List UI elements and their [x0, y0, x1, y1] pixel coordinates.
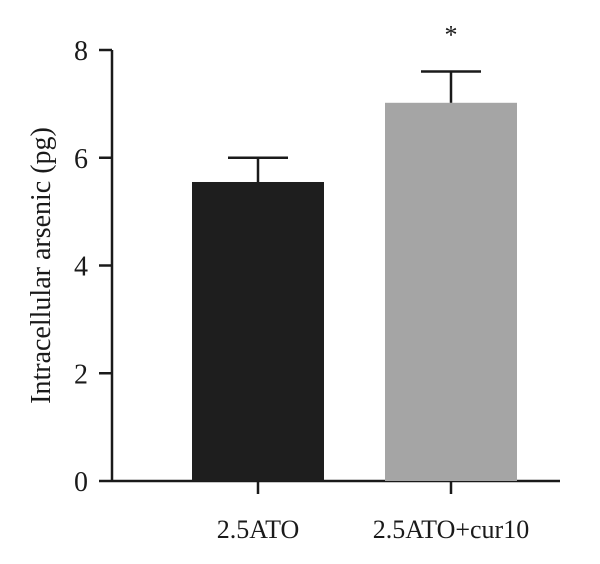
- significance-marker: *: [445, 21, 458, 50]
- bars: *: [192, 21, 517, 482]
- y-axis: 0 2 4 6 8: [74, 36, 114, 498]
- y-tick-label: 6: [74, 144, 88, 175]
- y-axis-label: Intracellular arsenic (pg): [26, 127, 57, 404]
- y-tick-label: 0: [74, 467, 88, 498]
- bar: [192, 181, 324, 481]
- x-tick-label: 2.5ATO: [217, 515, 300, 544]
- bar: [385, 102, 517, 482]
- x-axis: 2.5ATO 2.5ATO+cur10: [112, 479, 560, 544]
- y-tick-label: 8: [74, 36, 88, 67]
- y-tick-label: 2: [74, 359, 88, 390]
- x-tick-label: 2.5ATO+cur10: [373, 515, 529, 544]
- y-tick-label: 4: [74, 252, 88, 283]
